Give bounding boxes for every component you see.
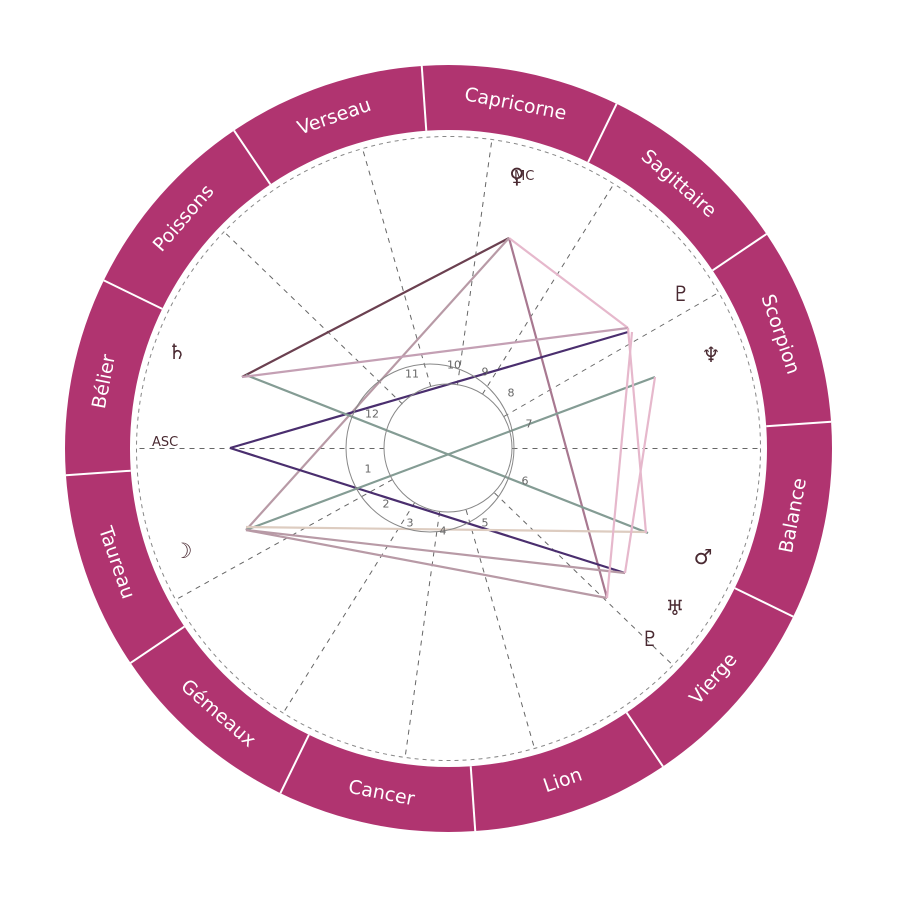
house-number: 9 <box>482 366 489 379</box>
house-number: 2 <box>383 498 390 511</box>
house-number: 5 <box>482 517 489 530</box>
aspect-line <box>605 331 634 599</box>
sign-divider <box>65 469 131 477</box>
house-cusp-line <box>503 292 719 417</box>
aspect-line <box>229 446 626 575</box>
house-number: 12 <box>365 408 379 421</box>
sign-divider <box>279 734 310 794</box>
mars-icon: ♂ <box>694 545 713 569</box>
mc-label: MC <box>514 169 534 184</box>
saturn-icon: ♄ <box>168 340 187 364</box>
house-number: 4 <box>440 525 447 538</box>
sign-labels: Verseau CapricorneSagittaireScorpionBalan… <box>88 83 811 810</box>
sign-divider <box>734 587 794 618</box>
pluto-2-icon: ♇ <box>641 627 660 651</box>
aspect-line <box>229 330 629 450</box>
sign-divider <box>103 279 163 310</box>
sign-divider <box>420 65 428 131</box>
neptune-icon: ♆ <box>702 343 721 367</box>
house-number: 11 <box>405 368 419 381</box>
house-cusp-line <box>465 509 535 749</box>
aspect-line <box>241 237 510 378</box>
aspect-line <box>626 327 648 534</box>
aspect-line <box>245 525 647 534</box>
aspect-line <box>241 326 629 379</box>
sign-divider <box>130 625 186 664</box>
inner-dashed-circle <box>136 136 761 761</box>
sign-divider <box>766 420 832 428</box>
house-number: 10 <box>447 359 461 372</box>
moon-icon: ☽ <box>174 539 193 563</box>
aspect-line <box>245 375 656 532</box>
sign-divider <box>587 103 618 163</box>
house-cusp-line <box>175 479 393 601</box>
sign-divider <box>625 711 664 767</box>
pluto-icon: ♇ <box>672 282 691 306</box>
house-cusp-lines <box>136 139 761 758</box>
house-cusp-line <box>481 183 615 395</box>
house-wheel-outer <box>345 363 515 533</box>
house-number: 1 <box>365 463 372 476</box>
house-cusp-line <box>494 492 674 666</box>
zodiac-ring: Verseau CapricorneSagittaireScorpionBalan… <box>65 65 833 832</box>
uranus-icon: ♅ <box>666 596 685 620</box>
house-cusp-line <box>456 139 493 386</box>
venus-icon: ♀ <box>509 164 524 188</box>
planet-glyphs: ♀♇♆♂♅♇☽♄ <box>168 164 721 651</box>
house-number: 6 <box>522 475 529 488</box>
aspect-line <box>245 528 608 600</box>
house-cusp-line <box>404 511 441 758</box>
aspect-line <box>507 237 609 599</box>
sign-divider <box>233 130 272 186</box>
house-wheel-inner <box>383 383 513 513</box>
sign-divider <box>711 233 767 272</box>
sign-dividers <box>65 65 832 832</box>
house-number: 8 <box>508 387 515 400</box>
sign-divider <box>469 766 477 832</box>
asc-label: ASC <box>152 435 178 450</box>
aspect-line <box>245 237 510 531</box>
house-cusp-line <box>362 148 432 388</box>
house-number: 7 <box>526 418 533 431</box>
aspect-lines <box>229 237 657 600</box>
house-cusp-line <box>282 502 416 714</box>
house-cusp-line <box>223 231 403 405</box>
house-number: 3 <box>407 517 414 530</box>
aspect-line <box>245 528 626 575</box>
aspect-line <box>508 237 629 329</box>
aspect-line <box>623 376 657 574</box>
